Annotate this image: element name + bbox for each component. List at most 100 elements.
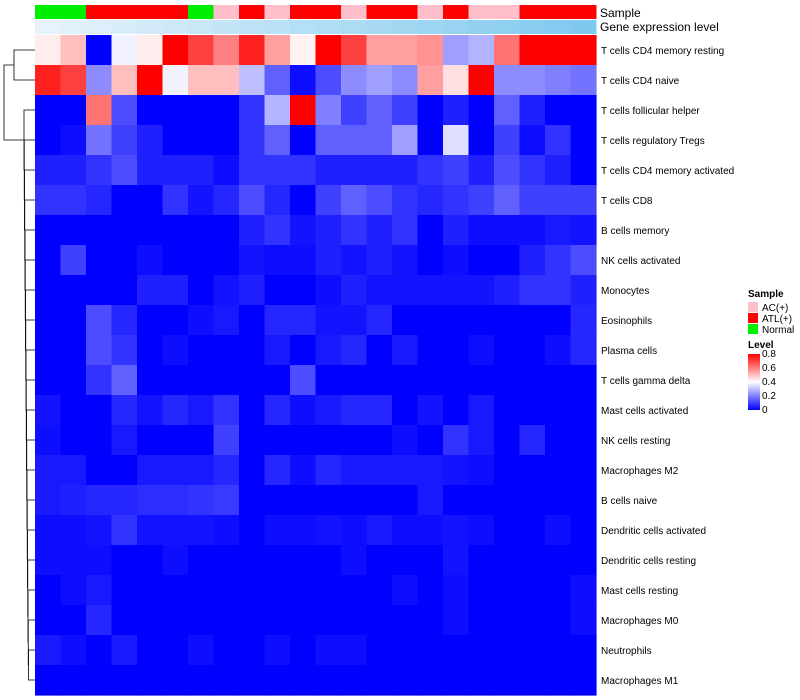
heatmap-cell <box>341 305 368 336</box>
heatmap-cell <box>137 185 164 216</box>
heatmap-cell <box>417 365 444 396</box>
heatmap-cell <box>239 215 266 246</box>
heatmap-cell <box>392 545 419 576</box>
legend-label-normal: Normal <box>762 325 794 336</box>
heatmap-cell <box>290 185 317 216</box>
expression-annotation-cell <box>315 20 342 34</box>
heatmap-cell <box>290 335 317 366</box>
heatmap-cell <box>443 335 470 366</box>
heatmap-cell <box>519 335 546 366</box>
expression-annotation-cell <box>417 20 444 34</box>
heatmap-cell <box>315 305 342 336</box>
heatmap-cell <box>366 95 393 126</box>
heatmap-cell <box>264 605 291 636</box>
heatmap-cell <box>570 275 597 306</box>
heatmap-cell <box>570 65 597 96</box>
heatmap-cell <box>111 575 138 606</box>
heatmap-cell <box>545 545 572 576</box>
heatmap-cell <box>443 275 470 306</box>
heatmap-cell <box>111 455 138 486</box>
heatmap-cell <box>239 425 266 456</box>
dendrogram-branch <box>13 49 35 81</box>
heatmap-cell <box>468 365 495 396</box>
heatmap-cell <box>188 455 215 486</box>
heatmap-cell <box>494 335 521 366</box>
heatmap-cell <box>162 65 189 96</box>
heatmap-cell <box>60 425 87 456</box>
heatmap-cell <box>570 125 597 156</box>
heatmap-cell <box>290 365 317 396</box>
heatmap-cell <box>111 365 138 396</box>
heatmap-cell <box>86 35 113 66</box>
heatmap-cell <box>443 455 470 486</box>
heatmap-cell <box>468 605 495 636</box>
dendrogram-branch <box>3 64 24 141</box>
heatmap-cell <box>60 635 87 666</box>
heatmap-cell <box>392 155 419 186</box>
heatmap-cell <box>111 185 138 216</box>
heatmap-cell <box>264 575 291 606</box>
level-tick-label: 0.4 <box>762 377 776 388</box>
heatmap-cell <box>60 215 87 246</box>
heatmap-cell <box>494 185 521 216</box>
sample-annotation-cell <box>188 5 214 19</box>
heatmap-cell <box>494 545 521 576</box>
heatmap-cell <box>111 305 138 336</box>
heatmap-cell <box>315 185 342 216</box>
heatmap-cell <box>290 575 317 606</box>
row-label: B cells naive <box>601 496 658 507</box>
heatmap-cell <box>264 425 291 456</box>
heatmap-cell <box>188 305 215 336</box>
heatmap-cell <box>443 305 470 336</box>
heatmap-cell <box>443 575 470 606</box>
sample-annotation-cell <box>162 5 189 19</box>
row-label: T cells follicular helper <box>601 106 700 117</box>
legend-swatch-normal <box>748 324 758 334</box>
heatmap-cell <box>341 605 368 636</box>
heatmap-cell <box>494 395 521 426</box>
heatmap-cell <box>239 365 266 396</box>
heatmap-cell <box>290 635 317 666</box>
heatmap-cell <box>315 545 342 576</box>
sample-annotation-cell <box>111 5 138 19</box>
heatmap-cell <box>35 665 62 696</box>
heatmap-cell <box>315 215 342 246</box>
heatmap-cell <box>137 215 164 246</box>
heatmap-cell <box>519 395 546 426</box>
heatmap-cell <box>341 575 368 606</box>
heatmap-cell <box>417 395 444 426</box>
heatmap-cell <box>213 515 240 546</box>
heatmap-cell <box>86 395 113 426</box>
heatmap-cell <box>417 305 444 336</box>
heatmap-cell <box>494 35 521 66</box>
heatmap-cell <box>570 365 597 396</box>
heatmap-cell <box>392 395 419 426</box>
heatmap-cell <box>213 245 240 276</box>
sample-annotation-cell <box>290 5 316 19</box>
heatmap-cell <box>417 215 444 246</box>
heatmap-cell <box>213 305 240 336</box>
heatmap-cell <box>366 65 393 96</box>
heatmap-cell <box>468 485 495 516</box>
heatmap-cell <box>213 365 240 396</box>
heatmap-cell <box>35 125 62 156</box>
heatmap-cell <box>519 245 546 276</box>
heatmap-cell <box>545 365 572 396</box>
heatmap-cell <box>519 485 546 516</box>
heatmap-cell <box>86 515 113 546</box>
heatmap-cell <box>545 125 572 156</box>
heatmap-cell <box>137 245 164 276</box>
heatmap-cell <box>213 425 240 456</box>
heatmap-cell <box>35 425 62 456</box>
heatmap-cell <box>545 185 572 216</box>
heatmap-cell <box>443 155 470 186</box>
row-label: Mast cells resting <box>601 586 678 597</box>
heatmap-cell <box>443 245 470 276</box>
heatmap-cell <box>392 35 419 66</box>
heatmap-cell <box>86 455 113 486</box>
heatmap-cell <box>86 575 113 606</box>
heatmap-cell <box>392 95 419 126</box>
heatmap-cell <box>35 395 62 426</box>
heatmap-cell <box>111 65 138 96</box>
heatmap-cell <box>290 605 317 636</box>
